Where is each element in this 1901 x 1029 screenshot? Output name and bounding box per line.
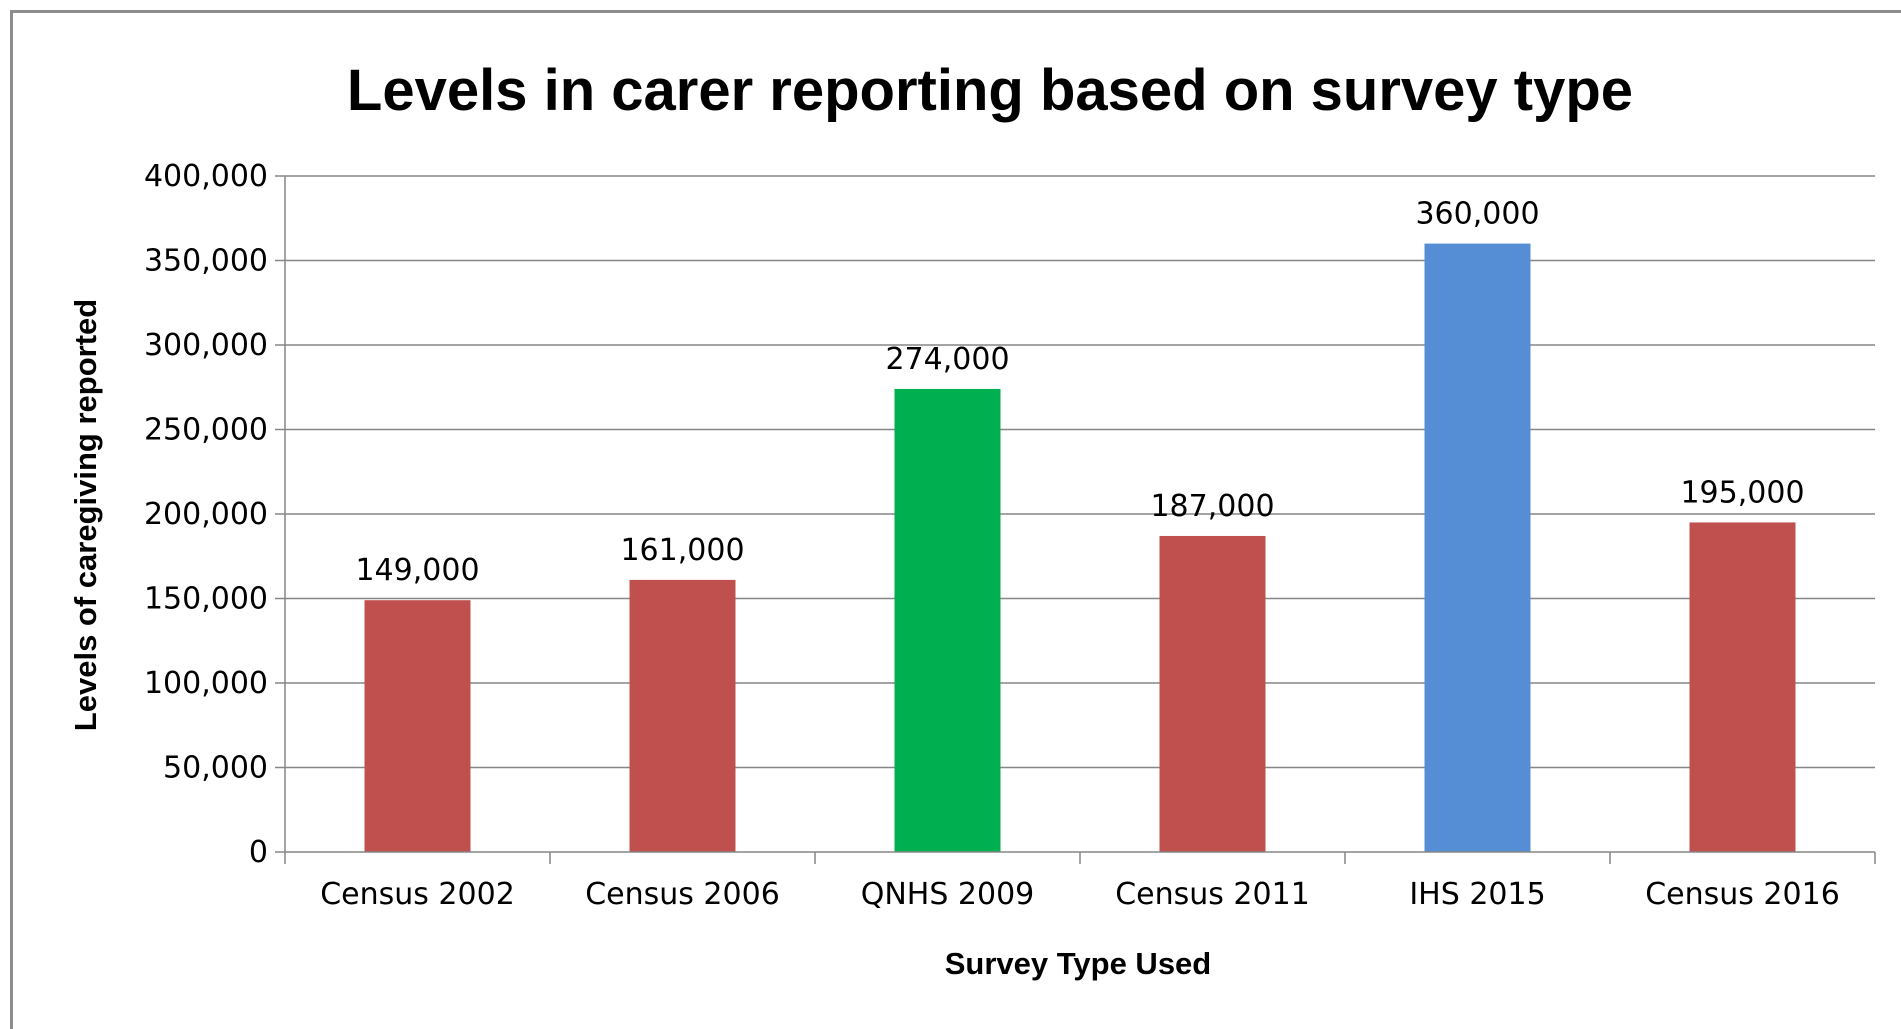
- bars: [364, 243, 1796, 853]
- y-tick-label: 50,000: [163, 751, 268, 786]
- y-tick-label: 0: [249, 835, 268, 870]
- x-axis-title: Survey Type Used: [945, 946, 1211, 981]
- data-label: 187,000: [1150, 489, 1274, 524]
- bar-ihs-2015: [1424, 243, 1531, 853]
- bar-census-2006: [629, 579, 736, 852]
- y-tick-label: 350,000: [144, 244, 268, 279]
- chart-title: Levels in carer reporting based on surve…: [347, 58, 1633, 123]
- x-tick-label: Census 2006: [585, 877, 780, 912]
- x-tick-label: Census 2002: [320, 877, 515, 912]
- gridlines: [285, 175, 1875, 769]
- y-tick-label: 250,000: [144, 413, 268, 448]
- data-label: 149,000: [355, 553, 479, 588]
- y-tick-label: 400,000: [144, 159, 268, 194]
- data-label: 195,000: [1680, 475, 1804, 510]
- data-label: 161,000: [620, 533, 744, 568]
- bar-qnhs-2009: [894, 388, 1001, 852]
- x-axis-ticks: Census 2002 Census 2006 QNHS 2009 Census 20…: [284, 852, 1876, 912]
- y-tick-label: 300,000: [144, 328, 268, 363]
- data-label: 274,000: [885, 342, 1009, 377]
- y-tick-label: 150,000: [144, 582, 268, 617]
- data-labels: 149,000 161,000 274,000 187,000 360,000 195,0…: [355, 197, 1804, 589]
- y-tick-label: 100,000: [144, 666, 268, 701]
- x-tick-label: Census 2016: [1645, 877, 1840, 912]
- y-axis-title: Levels of caregiving reported: [68, 299, 103, 731]
- bar-census-2011: [1159, 535, 1266, 852]
- bar-census-2016: [1689, 522, 1796, 852]
- x-tick-label: IHS 2015: [1409, 877, 1545, 912]
- bar-census-2002: [364, 600, 471, 852]
- y-tick-label: 200,000: [144, 497, 268, 532]
- data-label: 360,000: [1415, 197, 1539, 232]
- y-axis-ticks: 0 50,000 100,000 150,000 200,000 250,000 300,0…: [144, 159, 285, 870]
- x-tick-label: QNHS 2009: [861, 877, 1035, 912]
- x-tick-label: Census 2011: [1115, 877, 1310, 912]
